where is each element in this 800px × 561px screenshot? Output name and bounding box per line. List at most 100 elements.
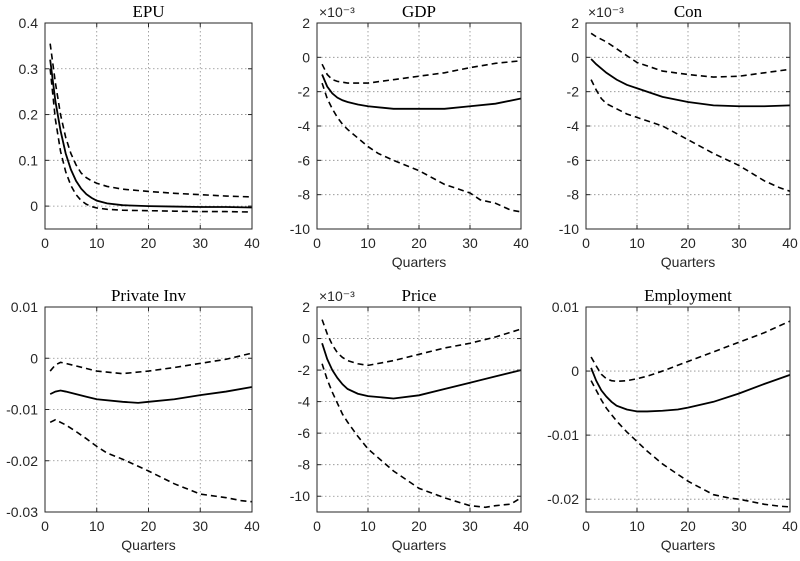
y-tick-label: -2 <box>567 84 580 100</box>
y-tick-label: -0.03 <box>6 504 38 520</box>
series-line-median <box>590 367 791 413</box>
x-tick-label: 40 <box>513 235 529 251</box>
y-tick-label: -2 <box>298 362 311 378</box>
chart-title: GDP <box>402 2 436 21</box>
x-tick-label: 40 <box>244 518 260 534</box>
x-tick-label: 40 <box>513 518 529 534</box>
y-tick-label: -8 <box>298 457 311 473</box>
y-tick-label: -8 <box>298 187 311 203</box>
series-line-lower <box>321 363 522 509</box>
x-tick-label: 40 <box>782 235 798 251</box>
chart-panel: 0 10 20 30 40 0 0.1 0.2 0.3 0.4 EPU <box>19 2 260 251</box>
axes-frame <box>44 22 253 230</box>
series-line-median <box>321 342 522 400</box>
y-tick-label: 2 <box>571 15 579 31</box>
series-line-upper <box>49 43 253 198</box>
series-line-median <box>49 386 253 404</box>
y-tick-label: -10 <box>559 221 579 237</box>
y-tick-label: 0 <box>302 49 310 65</box>
y-tick-label: 0.3 <box>19 61 39 77</box>
x-tick-label: 20 <box>680 235 696 251</box>
x-axis-label: Quarters <box>661 254 715 270</box>
x-tick-label: 40 <box>782 518 798 534</box>
x-tick-label: 0 <box>582 518 590 534</box>
y-tick-label: -0.01 <box>6 402 38 418</box>
y-tick-label: -4 <box>567 118 580 134</box>
x-axis-label: Quarters <box>392 537 446 553</box>
chart-panel: 0 10 20 30 40 -10 -8 -6 -4 -2 0 2 GDP ×10⁻³ Quarters <box>290 2 529 270</box>
y-tick-label: 0.1 <box>19 152 39 168</box>
y-tick-label: -0.02 <box>547 491 579 507</box>
y-tick-label: -0.01 <box>547 427 579 443</box>
series-line-median <box>321 74 522 110</box>
series-line-median <box>49 59 253 209</box>
y-tick-label: -6 <box>567 152 580 168</box>
x-tick-label: 20 <box>411 518 427 534</box>
x-axis-label: Quarters <box>121 537 175 553</box>
y-tick-label: -6 <box>298 152 311 168</box>
y-tick-label: -4 <box>298 394 311 410</box>
y-tick-label: -10 <box>290 488 310 504</box>
x-tick-label: 10 <box>629 235 645 251</box>
chart-panel: 0 10 20 30 40 -0.02 -0.01 0 0.01 Employment Quarte… <box>547 286 798 553</box>
x-tick-label: 30 <box>731 235 747 251</box>
x-axis-label: Quarters <box>392 254 446 270</box>
series-line-upper <box>321 319 522 367</box>
x-tick-label: 0 <box>41 235 49 251</box>
x-tick-label: 0 <box>582 235 590 251</box>
x-tick-label: 10 <box>629 518 645 534</box>
y-tick-label: -10 <box>290 221 310 237</box>
chart-title: Private Inv <box>111 286 187 305</box>
series-line-upper <box>590 32 791 78</box>
x-axis-label: Quarters <box>661 537 715 553</box>
chart-panel: 0 10 20 30 40 -10 -8 -6 -4 -2 0 2 Con ×10⁻³ Quarters <box>559 2 798 270</box>
y-tick-label: -0.02 <box>6 453 38 469</box>
y-tick-label: 2 <box>302 299 310 315</box>
axes-frame <box>316 306 522 513</box>
y-tick-label: 0.4 <box>19 15 39 31</box>
x-tick-label: 10 <box>89 518 105 534</box>
x-tick-label: 0 <box>313 235 321 251</box>
x-tick-label: 30 <box>462 235 478 251</box>
chart-panel: 0 10 20 30 40 -0.03 -0.02 -0.01 0 0.01 Private Inv… <box>6 286 260 553</box>
series-line-upper <box>321 59 522 84</box>
x-tick-label: 10 <box>360 518 376 534</box>
y-tick-label: 2 <box>302 15 310 31</box>
series-line-lower <box>49 68 253 213</box>
axis-multiplier: ×10⁻³ <box>319 288 355 304</box>
x-tick-label: 30 <box>462 518 478 534</box>
y-tick-label: 0 <box>571 363 579 379</box>
x-tick-label: 20 <box>141 235 157 251</box>
x-tick-label: 20 <box>411 235 427 251</box>
y-tick-label: 0 <box>302 331 310 347</box>
y-tick-label: -2 <box>298 84 311 100</box>
y-tick-label: 0.01 <box>552 299 579 315</box>
x-tick-label: 30 <box>192 235 208 251</box>
x-tick-label: 20 <box>680 518 696 534</box>
series-line-lower <box>321 82 522 213</box>
x-tick-label: 0 <box>313 518 321 534</box>
x-tick-label: 20 <box>141 518 157 534</box>
x-tick-label: 0 <box>41 518 49 534</box>
y-tick-label: 0 <box>30 350 38 366</box>
axis-multiplier: ×10⁻³ <box>588 4 624 20</box>
axis-multiplier: ×10⁻³ <box>319 4 355 20</box>
y-tick-label: -4 <box>298 118 311 134</box>
y-tick-label: 0 <box>571 49 579 65</box>
axes-frame <box>44 306 253 513</box>
y-tick-label: 0.01 <box>11 299 38 315</box>
series-line-median <box>590 58 791 108</box>
x-tick-label: 10 <box>89 235 105 251</box>
series-line-lower <box>49 418 253 503</box>
chart-title: Price <box>402 286 437 305</box>
y-tick-label: -6 <box>298 425 311 441</box>
series-line-upper <box>590 320 791 383</box>
chart-title: EPU <box>132 2 164 21</box>
series-line-lower <box>590 79 791 192</box>
chart-title: Employment <box>644 286 732 305</box>
x-tick-label: 30 <box>731 518 747 534</box>
x-tick-label: 40 <box>244 235 260 251</box>
series-line-upper <box>49 352 253 375</box>
series-line-lower <box>590 380 791 508</box>
